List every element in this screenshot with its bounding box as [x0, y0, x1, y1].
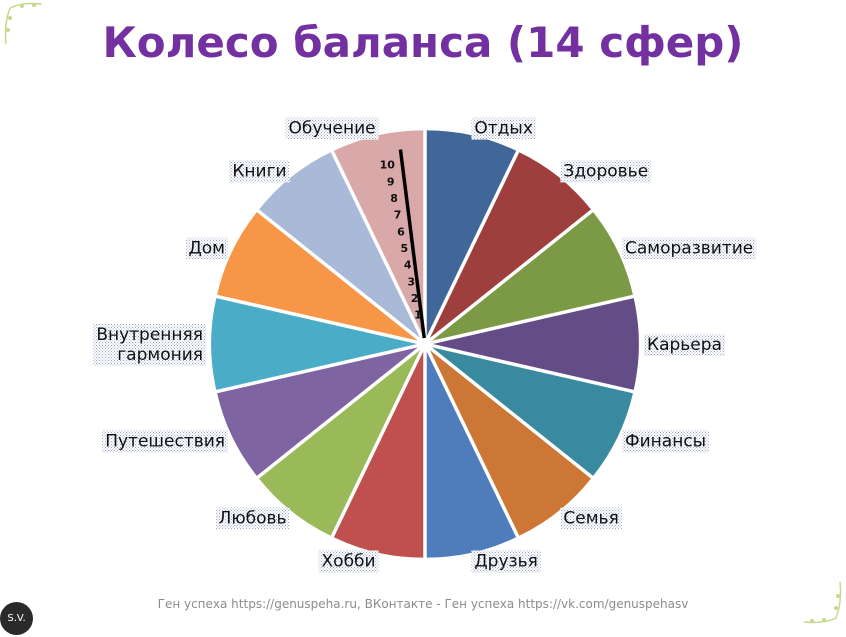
rating-scale-line	[398, 149, 426, 339]
pie-slice-внутренняя-гармония	[211, 298, 418, 390]
corner-ornament-top-left	[4, 2, 43, 45]
rating-tick-9: 9	[387, 175, 395, 188]
chart-title: Колесо баланса (14 сфер)	[102, 18, 744, 67]
pie-slice-финансы	[432, 347, 633, 476]
pie-label-отдых: Отдых	[471, 117, 536, 140]
pie-slice-друзья	[426, 351, 517, 558]
pie-label-дом: Дом	[185, 237, 228, 260]
rating-tick-5: 5	[401, 242, 409, 255]
pie-label-любовь: Любовь	[215, 507, 290, 530]
svg-text:Саморазвитие: Саморазвитие	[625, 239, 753, 259]
rating-tick-4: 4	[404, 259, 412, 272]
pie-label-путешествия: Путешествия	[102, 430, 228, 453]
pie-label-внутренняя-гармония: Внутренняя гармония	[93, 324, 206, 366]
pie-slice-обучение	[333, 130, 424, 337]
svg-text:Книги: Книги	[232, 161, 286, 181]
pie-slice-любовь	[259, 350, 421, 536]
rating-scale: 1 2 3 4 5 6 7 8 9 10	[380, 149, 426, 339]
pie-slice-хобби	[333, 351, 424, 558]
svg-text:Карьера: Карьера	[647, 335, 722, 355]
pie-slice-саморазвитие	[432, 212, 633, 341]
svg-text:Обучение: Обучение	[289, 119, 376, 139]
rating-tick-10: 10	[380, 159, 396, 172]
svg-text:Путешествия: Путешествия	[105, 431, 225, 451]
pie-label-саморазвитие: Саморазвитие	[622, 237, 757, 260]
pie-label-обучение: Обучение	[285, 117, 379, 140]
svg-text:Отдых: Отдых	[474, 119, 533, 139]
author-badge: S.V.	[0, 602, 33, 635]
footer-credits: Ген успеха https://genuspeha.ru, ВКонтак…	[157, 597, 689, 611]
rating-tick-1: 1	[414, 309, 422, 322]
pie-slices	[211, 130, 639, 558]
pie-slice-книги	[259, 152, 421, 338]
pie-slice-семья	[429, 350, 591, 536]
pie-slice-отдых	[426, 130, 517, 337]
rating-tick-3: 3	[407, 275, 415, 288]
pie-label-хобби: Хобби	[318, 550, 379, 573]
rating-tick-8: 8	[390, 192, 398, 205]
svg-text:Хобби: Хобби	[322, 551, 376, 571]
svg-text:Друзья: Друзья	[474, 551, 537, 571]
svg-text:Любовь: Любовь	[219, 509, 287, 529]
pie-label-карьера: Карьера	[644, 334, 725, 356]
pie-label-книги: Книги	[229, 160, 290, 183]
rating-tick-2: 2	[411, 292, 419, 305]
rating-tick-6: 6	[397, 225, 405, 238]
pie-slice-дом	[217, 212, 418, 341]
pie-labels: Отдых Здоровье Саморазвитие Карьера Финансы С…	[93, 117, 757, 573]
svg-text:Семья: Семья	[563, 509, 618, 529]
pie-slice-здоровье	[429, 152, 591, 338]
corner-ornament-bottom-right	[803, 581, 842, 624]
pie-slice-карьера	[432, 298, 639, 390]
rating-tick-7: 7	[394, 209, 402, 222]
pie-slice-путешествия	[217, 347, 418, 476]
pie-label-здоровье: Здоровье	[560, 160, 652, 183]
svg-text:Дом: Дом	[188, 239, 225, 259]
svg-text:Здоровье: Здоровье	[563, 161, 648, 181]
pie-label-финансы: Финансы	[622, 430, 710, 453]
svg-text:Финансы: Финансы	[625, 431, 706, 451]
pie-label-друзья: Друзья	[471, 550, 541, 573]
pie-label-семья: Семья	[560, 507, 622, 530]
